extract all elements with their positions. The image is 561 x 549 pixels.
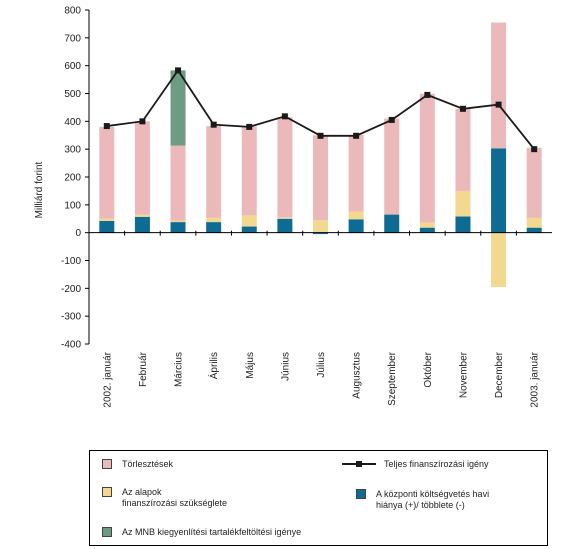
bar-segment-s2-12 bbox=[526, 147, 542, 218]
bar-segment-s2-3 bbox=[206, 126, 222, 218]
y-tick-label: 300 bbox=[64, 145, 81, 156]
bar-segment-s2-8 bbox=[384, 118, 400, 215]
bar-segment-s1-5 bbox=[277, 217, 293, 219]
bar-segment-s1-9 bbox=[419, 222, 435, 228]
y-tick-label: 600 bbox=[64, 61, 81, 72]
y-tick-label: 800 bbox=[64, 6, 81, 17]
y-tick-label: 100 bbox=[64, 200, 81, 211]
axes-layer: -400 -300 -200 -100 0 100 200 300 400 500 600 700 80… bbox=[61, 6, 552, 408]
legend-line-swatch bbox=[342, 459, 376, 469]
legend: Törlesztések Az alapok finanszírozási sz… bbox=[89, 450, 548, 546]
bar-segment-s3-2 bbox=[170, 70, 186, 146]
bar-segment-s0-11 bbox=[491, 148, 507, 233]
bar-segment-s1-0 bbox=[99, 218, 115, 221]
bar-segment-s0-3 bbox=[206, 222, 222, 233]
y-tick-label: 700 bbox=[64, 33, 81, 44]
legend-item-torlesztesek: Törlesztések bbox=[102, 459, 173, 470]
bar-segment-s2-4 bbox=[241, 126, 257, 216]
bar-segment-s1-11 bbox=[491, 232, 507, 287]
bar-segment-s2-6 bbox=[313, 135, 328, 221]
line-marker-1 bbox=[139, 118, 146, 125]
line-marker-4 bbox=[246, 123, 253, 130]
line-marker-2 bbox=[175, 67, 182, 74]
line-marker-11 bbox=[495, 101, 502, 108]
bar-segment-s0-9 bbox=[419, 227, 435, 233]
bar-segment-s0-5 bbox=[277, 218, 293, 233]
line-marker-7 bbox=[353, 132, 360, 139]
line-marker-6 bbox=[317, 132, 324, 139]
x-tick-label: Május bbox=[245, 352, 256, 379]
y-tick-label: -300 bbox=[61, 312, 81, 323]
legend-swatch bbox=[356, 489, 366, 499]
y-tick-label: 200 bbox=[64, 173, 81, 184]
x-tick-label: 2003. január bbox=[530, 351, 541, 407]
bar-segment-s2-9 bbox=[419, 93, 435, 223]
line-marker-3 bbox=[210, 121, 217, 128]
bar-segment-s1-6 bbox=[313, 220, 328, 233]
legend-label: Az MNB kiegyenlítési tartalékfeltöltési … bbox=[122, 527, 302, 537]
bar-segment-s2-10 bbox=[455, 108, 471, 191]
x-tick-label: November bbox=[458, 351, 469, 398]
x-tick-label: Szeptember bbox=[387, 351, 398, 406]
line-marker-5 bbox=[281, 113, 288, 120]
bar-segment-s2-1 bbox=[134, 121, 150, 215]
bar-segment-s2-5 bbox=[277, 117, 293, 218]
bar-segment-s1-7 bbox=[348, 211, 364, 220]
x-tick-label: Március bbox=[174, 352, 185, 387]
bar-segment-s0-4 bbox=[241, 226, 257, 233]
line-marker-8 bbox=[388, 116, 395, 123]
bar-segment-s2-0 bbox=[99, 126, 115, 219]
bar-segment-s2-11 bbox=[491, 22, 507, 149]
line-marker-9 bbox=[424, 91, 431, 98]
x-tick-label: Október bbox=[423, 351, 434, 387]
bar-segment-s0-10 bbox=[455, 216, 471, 233]
bar-segment-s1-10 bbox=[455, 190, 471, 217]
legend-swatch bbox=[102, 487, 112, 497]
bar-segment-s1-12 bbox=[526, 217, 542, 228]
total-line-layer bbox=[103, 67, 538, 153]
legend-label: A központi költségvetés havi hiánya (+)/… bbox=[376, 489, 490, 510]
y-tick-label: -400 bbox=[61, 340, 81, 351]
bar-segment-s0-12 bbox=[526, 227, 542, 233]
x-tick-label: December bbox=[494, 351, 505, 398]
legend-item-alapok: Az alapok finanszírozási szükséglete bbox=[102, 487, 227, 509]
x-tick-label: Július bbox=[316, 352, 327, 378]
bar-segment-s0-6 bbox=[313, 232, 328, 235]
bar-segment-s0-8 bbox=[384, 214, 400, 233]
bar-segment-s2-2 bbox=[170, 145, 186, 221]
x-tick-label: Június bbox=[280, 352, 291, 381]
bar-segment-s1-4 bbox=[241, 215, 257, 227]
bar-segment-s1-2 bbox=[170, 220, 186, 223]
legend-item-teljes: Teljes finanszírozási igény bbox=[342, 459, 489, 470]
legend-label: Törlesztések bbox=[122, 459, 174, 469]
chart-area: -400 -300 -200 -100 0 100 200 300 400 500 600 700 80… bbox=[34, 6, 552, 408]
line-marker-12 bbox=[531, 146, 538, 153]
bar-segment-s0-1 bbox=[134, 216, 150, 233]
legend-swatch bbox=[102, 527, 112, 537]
y-tick-label: 500 bbox=[64, 89, 81, 100]
legend-item-mnb: Az MNB kiegyenlítési tartalékfeltöltési … bbox=[102, 527, 301, 538]
x-tick-label: Február bbox=[138, 351, 149, 387]
legend-item-koltsegvetes: A központi költségvetés havi hiánya (+)/… bbox=[356, 489, 489, 511]
bar-segment-s1-3 bbox=[206, 217, 222, 223]
legend-label: Az alapok finanszírozási szükséglete bbox=[122, 487, 228, 508]
x-tick-label: Augusztus bbox=[352, 352, 363, 399]
x-tick-label: 2002. január bbox=[102, 351, 113, 407]
y-axis-label: Milliárd forint bbox=[34, 161, 45, 218]
bar-segment-s0-2 bbox=[170, 222, 186, 233]
bar-segment-s2-7 bbox=[348, 134, 364, 212]
legend-label: Teljes finanszírozási igény bbox=[384, 459, 489, 469]
line-marker-10 bbox=[459, 105, 466, 112]
x-tick-label: Április bbox=[207, 352, 220, 379]
line-marker-0 bbox=[103, 123, 110, 130]
y-tick-label: -200 bbox=[61, 284, 81, 295]
legend-swatch bbox=[102, 459, 112, 469]
bar-segment-s0-7 bbox=[348, 219, 364, 233]
y-tick-label: 0 bbox=[75, 228, 81, 239]
bar-segment-s0-0 bbox=[99, 220, 115, 233]
bars-layer bbox=[99, 22, 542, 287]
y-tick-label: -100 bbox=[61, 256, 81, 267]
bar-segment-s1-1 bbox=[134, 214, 150, 217]
y-tick-label: 400 bbox=[64, 117, 81, 128]
